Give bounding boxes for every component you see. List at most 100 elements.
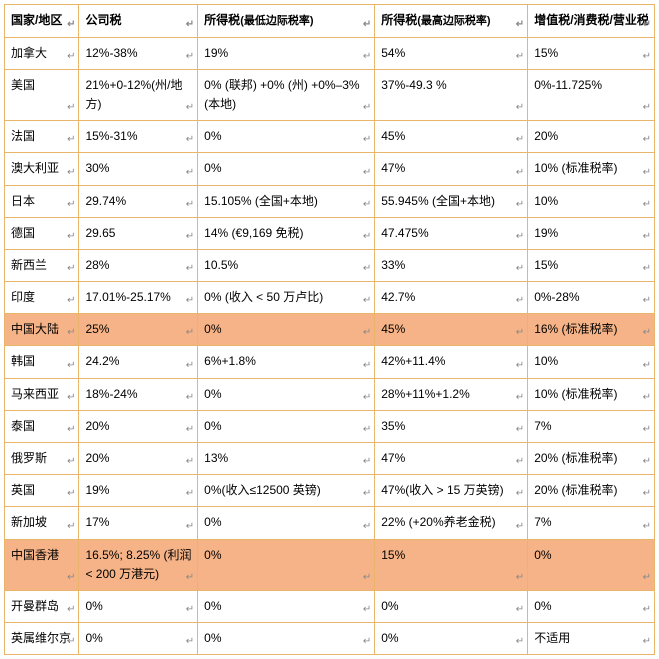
cell-country: 美国↵	[5, 69, 79, 120]
cell-value: 0% (联邦) +0% (州) +0%–3% (本地)↵	[198, 69, 375, 120]
cell-value: 10%↵	[528, 346, 655, 378]
cell-country: 中国香港↵	[5, 539, 79, 590]
cell-country: 马来西亚↵	[5, 378, 79, 410]
cell-value: 15.105% (全国+本地)↵	[198, 185, 375, 217]
cell-value: 不适用↵	[528, 623, 655, 655]
cell-value: 55.945% (全国+本地)↵	[375, 185, 528, 217]
cell-value: 28%↵	[79, 249, 198, 281]
cell-value: 37%-49.3 %↵	[375, 69, 528, 120]
cell-value: 20% (标准税率)↵	[528, 443, 655, 475]
cell-value: 33%↵	[375, 249, 528, 281]
cell-value: 42.7%↵	[375, 282, 528, 314]
cell-value: 10%↵	[528, 185, 655, 217]
table-row: 加拿大↵12%-38%↵19%↵54%↵15%↵	[5, 37, 655, 69]
cell-country: 法国↵	[5, 121, 79, 153]
cell-value: 47%↵	[375, 153, 528, 185]
cell-country: 加拿大↵	[5, 37, 79, 69]
table-row: 新西兰↵28%↵10.5%↵33%↵15%↵	[5, 249, 655, 281]
table-row: 新加坡↵17%↵0%↵22% (+20%养老金税)↵7%↵	[5, 507, 655, 539]
cell-value: 0%↵	[375, 590, 528, 622]
cell-country: 新加坡↵	[5, 507, 79, 539]
cell-value: 20%↵	[79, 410, 198, 442]
cell-value: 7%↵	[528, 410, 655, 442]
cell-value: 0%(收入≤12500 英镑)↵	[198, 475, 375, 507]
cell-value: 35%↵	[375, 410, 528, 442]
cell-value: 6%+1.8%↵	[198, 346, 375, 378]
table-row: 开曼群岛↵0%↵0%↵0%↵0%↵	[5, 590, 655, 622]
table-row: 韩国↵24.2%↵6%+1.8%↵42%+11.4%↵10%↵	[5, 346, 655, 378]
cell-value: 10% (标准税率)↵	[528, 378, 655, 410]
cell-value: 0%-11.725%↵	[528, 69, 655, 120]
cell-value: 16% (标准税率)↵	[528, 314, 655, 346]
cell-value: 15%↵	[528, 37, 655, 69]
cell-country: 韩国↵	[5, 346, 79, 378]
table-row: 德国↵29.65↵14% (€9,169 免税)↵47.475%↵19%↵	[5, 217, 655, 249]
table-row: 美国↵21%+0-12%(州/地方)↵0% (联邦) +0% (州) +0%–3…	[5, 69, 655, 120]
cell-country: 开曼群岛↵	[5, 590, 79, 622]
col-header-income-tax-min: 所得税(最低边际税率)↵	[198, 5, 375, 38]
cell-value: 17%↵	[79, 507, 198, 539]
col-header-country: 国家/地区↵	[5, 5, 79, 38]
cell-value: 15%↵	[375, 539, 528, 590]
cell-value: 0%↵	[198, 590, 375, 622]
cell-country: 俄罗斯↵	[5, 443, 79, 475]
col-header-vat: 增值税/消费税/营业税↵	[528, 5, 655, 38]
table-row: 英国↵19%↵0%(收入≤12500 英镑)↵47%(收入 > 15 万英镑)↵…	[5, 475, 655, 507]
cell-value: 0%↵	[79, 623, 198, 655]
cell-value: 10.5%↵	[198, 249, 375, 281]
cell-value: 0%↵	[198, 153, 375, 185]
table-row: 印度↵17.01%-25.17%↵0% (收入 < 50 万卢比)↵42.7%↵…	[5, 282, 655, 314]
cell-value: 0%-28%↵	[528, 282, 655, 314]
cell-value: 29.74%↵	[79, 185, 198, 217]
cell-value: 0%↵	[198, 378, 375, 410]
col-header-income-tax-max: 所得税(最高边际税率)↵	[375, 5, 528, 38]
cell-value: 0%↵	[79, 590, 198, 622]
cell-country: 澳大利亚↵	[5, 153, 79, 185]
cell-value: 20%↵	[528, 121, 655, 153]
cell-value: 0%↵	[375, 623, 528, 655]
cell-value: 18%-24%↵	[79, 378, 198, 410]
cell-country: 德国↵	[5, 217, 79, 249]
cell-value: 19%↵	[528, 217, 655, 249]
cell-value: 16.5%; 8.25% (利润 < 200 万港元)↵	[79, 539, 198, 590]
cell-value: 14% (€9,169 免税)↵	[198, 217, 375, 249]
cell-value: 15%-31%↵	[79, 121, 198, 153]
cell-value: 0% (收入 < 50 万卢比)↵	[198, 282, 375, 314]
cell-value: 24.2%↵	[79, 346, 198, 378]
table-row: 俄罗斯↵20%↵13%↵47%↵20% (标准税率)↵	[5, 443, 655, 475]
cell-country: 英国↵	[5, 475, 79, 507]
table-body: 加拿大↵12%-38%↵19%↵54%↵15%↵美国↵21%+0-12%(州/地…	[5, 37, 655, 655]
cell-value: 13%↵	[198, 443, 375, 475]
table-row: 中国大陆↵25%↵0%↵45%↵16% (标准税率)↵	[5, 314, 655, 346]
cell-value: 0%↵	[528, 590, 655, 622]
cell-country: 中国大陆↵	[5, 314, 79, 346]
cell-value: 30%↵	[79, 153, 198, 185]
cell-value: 47.475%↵	[375, 217, 528, 249]
cell-value: 0%↵	[198, 121, 375, 153]
cell-country: 泰国↵	[5, 410, 79, 442]
table-row: 英属维尔京↵0%↵0%↵0%↵不适用↵	[5, 623, 655, 655]
table-row: 泰国↵20%↵0%↵35%↵7%↵	[5, 410, 655, 442]
table-row: 马来西亚↵18%-24%↵0%↵28%+11%+1.2%↵10% (标准税率)↵	[5, 378, 655, 410]
cell-value: 45%↵	[375, 121, 528, 153]
cell-value: 28%+11%+1.2%↵	[375, 378, 528, 410]
cell-country: 英属维尔京↵	[5, 623, 79, 655]
cell-value: 21%+0-12%(州/地方)↵	[79, 69, 198, 120]
cell-value: 20% (标准税率)↵	[528, 475, 655, 507]
cell-value: 19%↵	[79, 475, 198, 507]
cell-value: 54%↵	[375, 37, 528, 69]
cell-value: 47%↵	[375, 443, 528, 475]
cell-value: 0%↵	[528, 539, 655, 590]
cell-value: 45%↵	[375, 314, 528, 346]
cell-country: 印度↵	[5, 282, 79, 314]
cell-country: 日本↵	[5, 185, 79, 217]
cell-value: 15%↵	[528, 249, 655, 281]
cell-value: 0%↵	[198, 623, 375, 655]
cell-value: 12%-38%↵	[79, 37, 198, 69]
cell-country: 新西兰↵	[5, 249, 79, 281]
cell-value: 19%↵	[198, 37, 375, 69]
cell-value: 17.01%-25.17%↵	[79, 282, 198, 314]
cell-value: 0%↵	[198, 314, 375, 346]
cell-value: 0%↵	[198, 410, 375, 442]
cell-value: 25%↵	[79, 314, 198, 346]
